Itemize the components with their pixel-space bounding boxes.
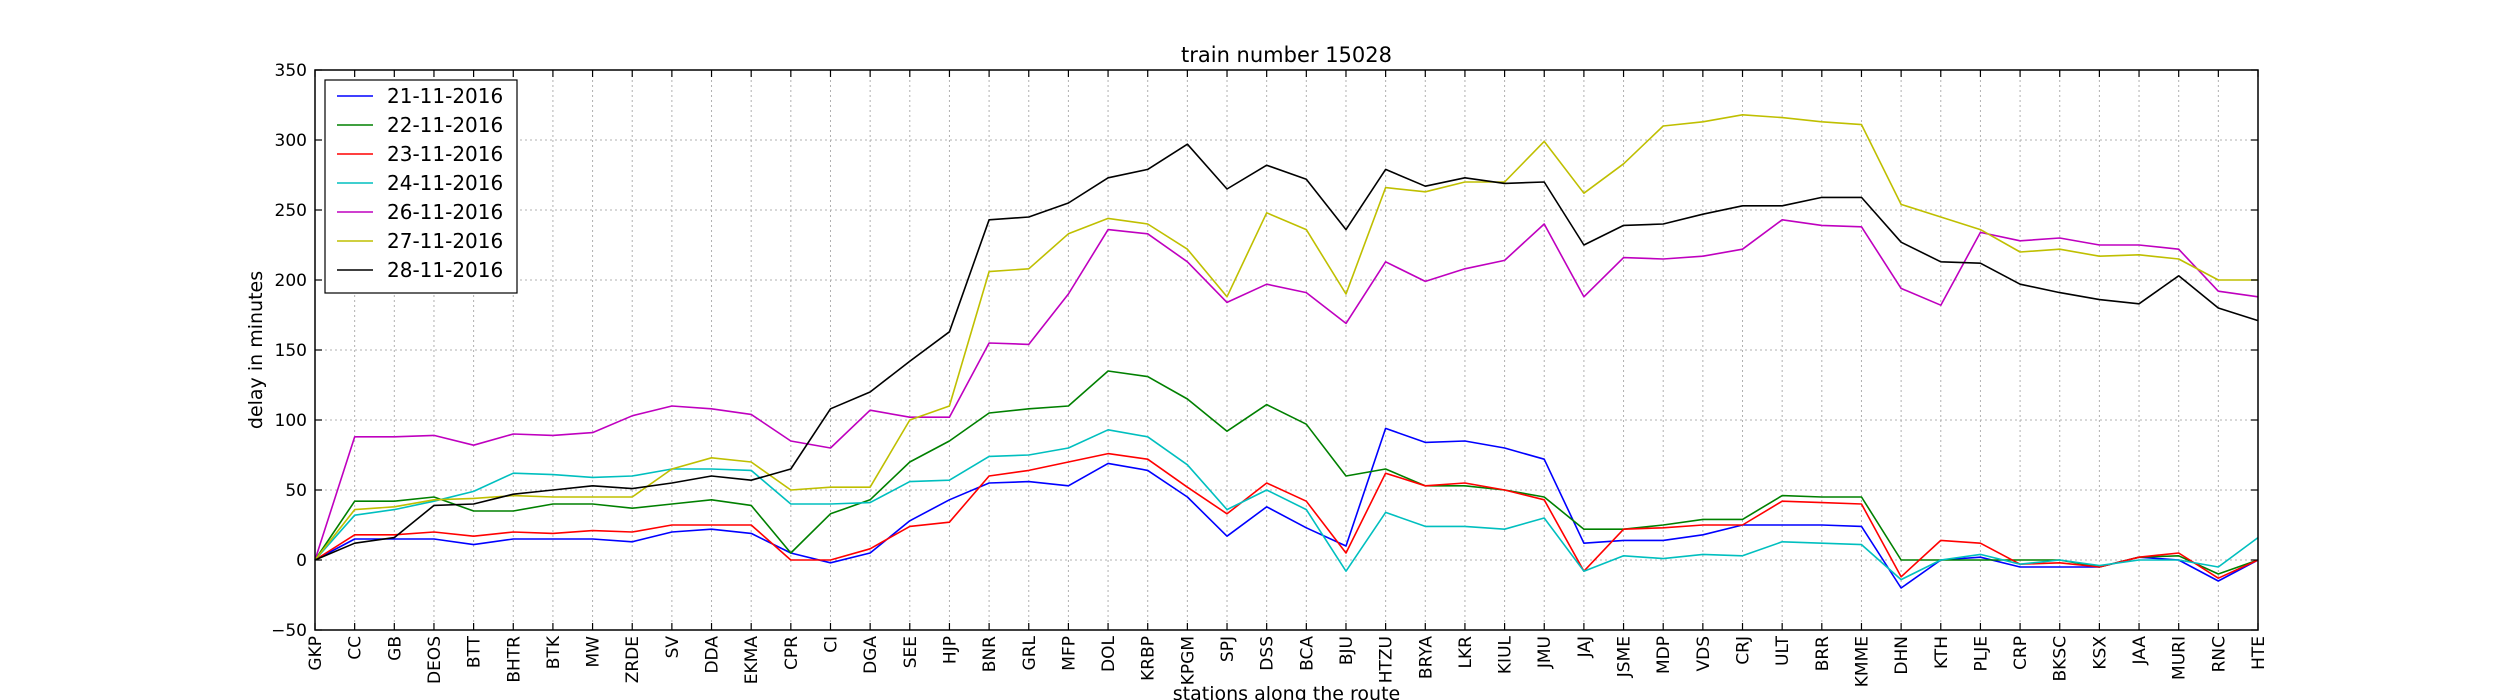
x-tick-label: BKSC [2051, 636, 2071, 681]
legend-label: 22-11-2016 [387, 113, 503, 137]
x-axis-title: stations along the route [1173, 683, 1400, 700]
y-tick-label: 250 [275, 201, 307, 221]
x-tick-label: JSME [1615, 636, 1635, 678]
x-tick-label: RNC [2209, 636, 2229, 672]
x-tick-label: MFP [1059, 636, 1079, 671]
x-tick-label: KMME [1852, 636, 1872, 687]
x-tick-label: GKP [306, 636, 326, 671]
legend-label: 27-11-2016 [387, 229, 503, 253]
x-tick-label: DSS [1258, 636, 1278, 671]
x-tick-label: JAA [2130, 636, 2150, 666]
x-tick-label: KIUL [1496, 635, 1516, 674]
y-tick-label: 200 [275, 271, 307, 291]
x-tick-label: SEE [901, 636, 921, 668]
series-lines [314, 114, 2259, 589]
x-tick-label: SV [663, 636, 683, 659]
y-tick-label: 300 [275, 131, 307, 151]
series-line [314, 370, 2259, 575]
x-tick-label: DEOS [425, 636, 445, 684]
y-tick-label: 100 [275, 411, 307, 431]
x-tick-label: PLJE [1971, 636, 1991, 671]
x-tick-label: DHN [1892, 636, 1912, 675]
x-tick-label: BNR [980, 636, 1000, 672]
x-tick-label: MURI [2170, 636, 2190, 680]
legend-box [324, 79, 518, 294]
x-tick-label: GRL [1020, 635, 1040, 670]
x-tick-label: SPJ [1218, 636, 1238, 662]
x-tick-label: BCA [1297, 636, 1317, 671]
x-tick-label: BRR [1813, 636, 1833, 671]
y-tick-label: 50 [285, 481, 307, 501]
series-line [314, 428, 2259, 581]
x-tick-label: BJU [1337, 636, 1357, 665]
series-line [314, 452, 2259, 580]
grid [315, 70, 2258, 630]
x-tick-label: CC [346, 636, 366, 660]
x-tick-label: HTE [2249, 636, 2269, 670]
x-tick-label: CRJ [1734, 636, 1754, 665]
x-tick-label: KRBP [1139, 636, 1159, 681]
legend-label: 23-11-2016 [387, 142, 503, 166]
y-axis-ticks: −50 0 50 100 150 200 250 300 350 [271, 61, 2258, 641]
x-tick-label: ULT [1773, 635, 1793, 666]
series-line [314, 427, 2259, 589]
y-tick-label: 150 [275, 341, 307, 361]
series-line [314, 219, 2259, 561]
x-tick-label: BTK [544, 635, 564, 669]
x-tick-label: BRYA [1416, 636, 1436, 679]
x-tick-label: DOL [1099, 635, 1119, 671]
x-tick-label: BTT [465, 635, 485, 668]
x-tick-label: DGA [861, 636, 881, 674]
legend: 21-11-2016 22-11-2016 23-11-2016 24-11-2016… [324, 79, 518, 294]
x-tick-label: HTZU [1377, 636, 1397, 683]
x-tick-label: HJP [940, 636, 960, 664]
x-tick-label: ZRDE [623, 636, 643, 683]
x-tick-label: JAJ [1575, 636, 1595, 658]
x-tick-label: CPR [782, 636, 802, 670]
legend-label: 21-11-2016 [387, 84, 503, 108]
x-tick-label: MDP [1654, 636, 1674, 674]
y-tick-label: 0 [296, 551, 307, 571]
x-tick-label: DDA [703, 636, 723, 674]
x-axis-ticks: GKP CC GB DEOS BTT BHTR BTK MW ZRDE SV DDA EKMA CPR C… [306, 70, 2269, 687]
x-tick-label: GB [385, 636, 405, 661]
y-axis-title: delay in minutes [245, 271, 267, 429]
x-tick-label: KTH [1932, 636, 1952, 669]
x-tick-label: MW [584, 636, 604, 668]
x-tick-label: BHTR [504, 636, 524, 683]
x-tick-label: KPGM [1178, 636, 1198, 685]
x-tick-label: KSX [2090, 636, 2110, 670]
y-tick-label: 350 [275, 61, 307, 81]
series-line [314, 114, 2258, 561]
x-tick-label: CRP [2011, 636, 2031, 670]
x-tick-label: JMU [1535, 636, 1555, 669]
y-tick-label: −50 [271, 621, 307, 641]
legend-label: 26-11-2016 [387, 200, 503, 224]
x-tick-label: EKMA [742, 636, 762, 685]
series-line [314, 143, 2259, 561]
legend-label: 28-11-2016 [387, 258, 503, 282]
x-tick-label: VDS [1694, 636, 1714, 672]
x-tick-label: CI [821, 636, 841, 653]
chart-title: train number 15028 [1181, 43, 1392, 67]
legend-label: 24-11-2016 [387, 171, 503, 195]
x-tick-label: LKR [1456, 636, 1476, 669]
